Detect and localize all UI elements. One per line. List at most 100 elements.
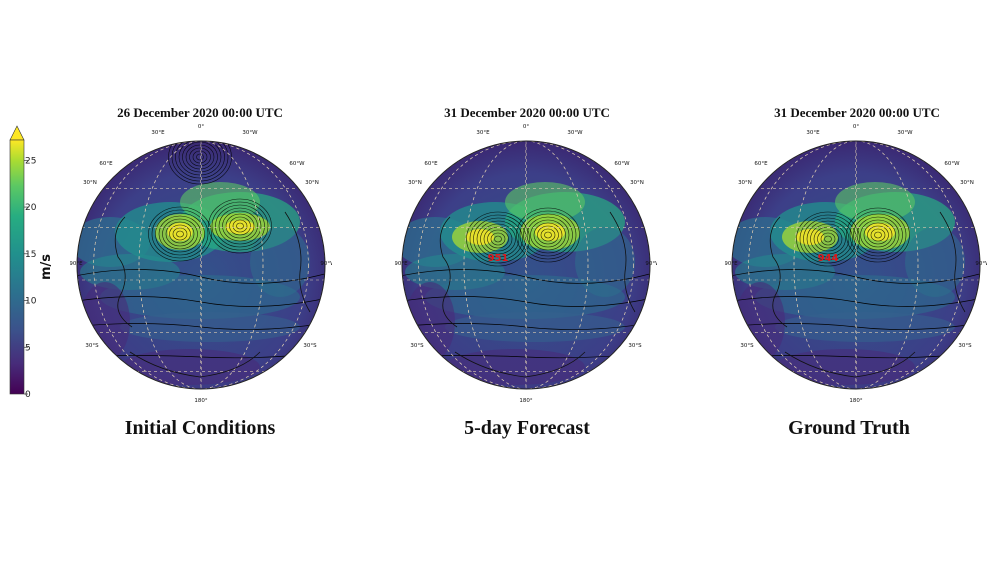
longitude-label: 180°: [849, 398, 862, 404]
jet-max: [796, 229, 824, 245]
longitude-label: 180°: [519, 398, 532, 404]
isobar: [182, 141, 218, 173]
isobar: [466, 211, 530, 267]
low-pressure-label: 944: [818, 253, 839, 264]
isobar: [196, 153, 204, 161]
colorbar-tick-label: 20: [25, 203, 37, 213]
isobar: [870, 228, 886, 242]
meridian: [793, 141, 919, 389]
isobar: [158, 215, 202, 253]
isobar: [867, 225, 889, 245]
low-pressure-label: 951: [488, 253, 509, 264]
isobar: [732, 269, 980, 284]
longitude-label: 30°E: [151, 130, 165, 136]
latitude-label: 30°S: [85, 343, 99, 349]
isobar: [516, 207, 580, 263]
longitude-label: 30°W: [897, 130, 913, 136]
colorbar-ticks: 0 5 10 15 20 25: [24, 156, 37, 400]
isobar: [732, 296, 980, 307]
longitude-label: 60°E: [754, 161, 768, 167]
wind-speed-region: [775, 312, 955, 342]
colorbar-unit-label: m/s: [39, 254, 54, 280]
isobar: [476, 220, 520, 258]
longitude-label: 0°: [853, 124, 859, 130]
isobar: [490, 232, 506, 246]
panel-2-title: 31 December 2020 00:00 UTC: [444, 105, 610, 120]
wind-speed-region: [755, 275, 955, 319]
isobar: [77, 321, 325, 330]
longitude-label: 90°E: [70, 261, 83, 267]
longitude-label: 60°W: [944, 161, 960, 167]
longitude-label: 30°W: [567, 130, 583, 136]
isobar: [232, 219, 248, 233]
latitude-label: 30°N: [83, 180, 97, 186]
longitude-label: 90°W: [975, 261, 987, 267]
meridian: [138, 141, 264, 389]
isobar: [77, 296, 325, 307]
isobar: [540, 228, 556, 242]
latitude-label: 30°S: [303, 343, 317, 349]
isobar: [402, 321, 650, 330]
isobar: [526, 216, 570, 254]
isobar: [537, 225, 559, 245]
globe-outline: [401, 140, 651, 390]
meridian: [463, 141, 589, 389]
longitude-label: 90°W: [320, 261, 332, 267]
longitude-label: 60°W: [289, 161, 305, 167]
panel-1-caption: Initial Conditions: [124, 417, 276, 439]
coastline: [939, 211, 966, 313]
isobar: [151, 209, 209, 259]
coastline: [769, 216, 788, 328]
jet-max: [167, 223, 193, 241]
isobar: [211, 201, 269, 251]
globe-field: [732, 141, 980, 389]
isobar: [175, 141, 225, 179]
panel-2-caption: 5-day Forecast: [464, 417, 590, 439]
colorbar-tick-label: 25: [25, 156, 36, 166]
isobar: [473, 217, 523, 261]
isobar: [155, 212, 205, 256]
isobar: [189, 147, 211, 167]
latitude-label: 30°S: [958, 343, 972, 349]
isobar: [544, 231, 552, 239]
colorbar-tick-label: 5: [25, 343, 31, 353]
isobar: [469, 214, 527, 264]
longitude-label: 60°W: [614, 161, 630, 167]
longitude-label: 60°E: [99, 161, 113, 167]
longitude-label: 0°: [198, 124, 204, 130]
isobar: [487, 229, 509, 249]
panel-3-caption: Ground Truth: [788, 417, 910, 439]
isobar: [856, 216, 900, 254]
isobar: [225, 213, 255, 239]
isobar: [208, 198, 272, 254]
isobar: [732, 321, 980, 330]
isobar: [402, 269, 650, 284]
isobar: [192, 150, 208, 164]
isobar: [77, 269, 325, 284]
wind-speed-region: [445, 312, 625, 342]
meridian: [418, 141, 634, 389]
isobar: [185, 144, 215, 170]
longitude-label: 90°E: [725, 261, 738, 267]
isobar: [519, 210, 577, 260]
globe-outline: [731, 140, 981, 390]
isobar: [817, 229, 839, 249]
meridian: [200, 141, 202, 389]
panel-3-title: 31 December 2020 00:00 UTC: [774, 105, 940, 120]
panel-1-title: 26 December 2020 00:00 UTC: [117, 105, 283, 120]
isobar: [530, 219, 566, 251]
latitude-label: 30°N: [630, 180, 644, 186]
colorbar-tick-label: 0: [25, 390, 31, 400]
isobar: [402, 296, 650, 307]
wind-speed-region: [100, 275, 300, 319]
isobar: [215, 204, 265, 248]
isobar: [796, 211, 860, 267]
globe-ground-truth: 944 0° 30°E 30°W 60°E 60°W 90°E 90°W 180° 30°N 30°…: [725, 124, 987, 404]
globe-field: [402, 141, 650, 389]
isobar: [810, 223, 846, 255]
meridian: [855, 141, 857, 389]
isobar: [533, 222, 563, 248]
coastline: [609, 211, 636, 313]
coastline: [284, 211, 311, 313]
globe-field: [77, 141, 325, 389]
